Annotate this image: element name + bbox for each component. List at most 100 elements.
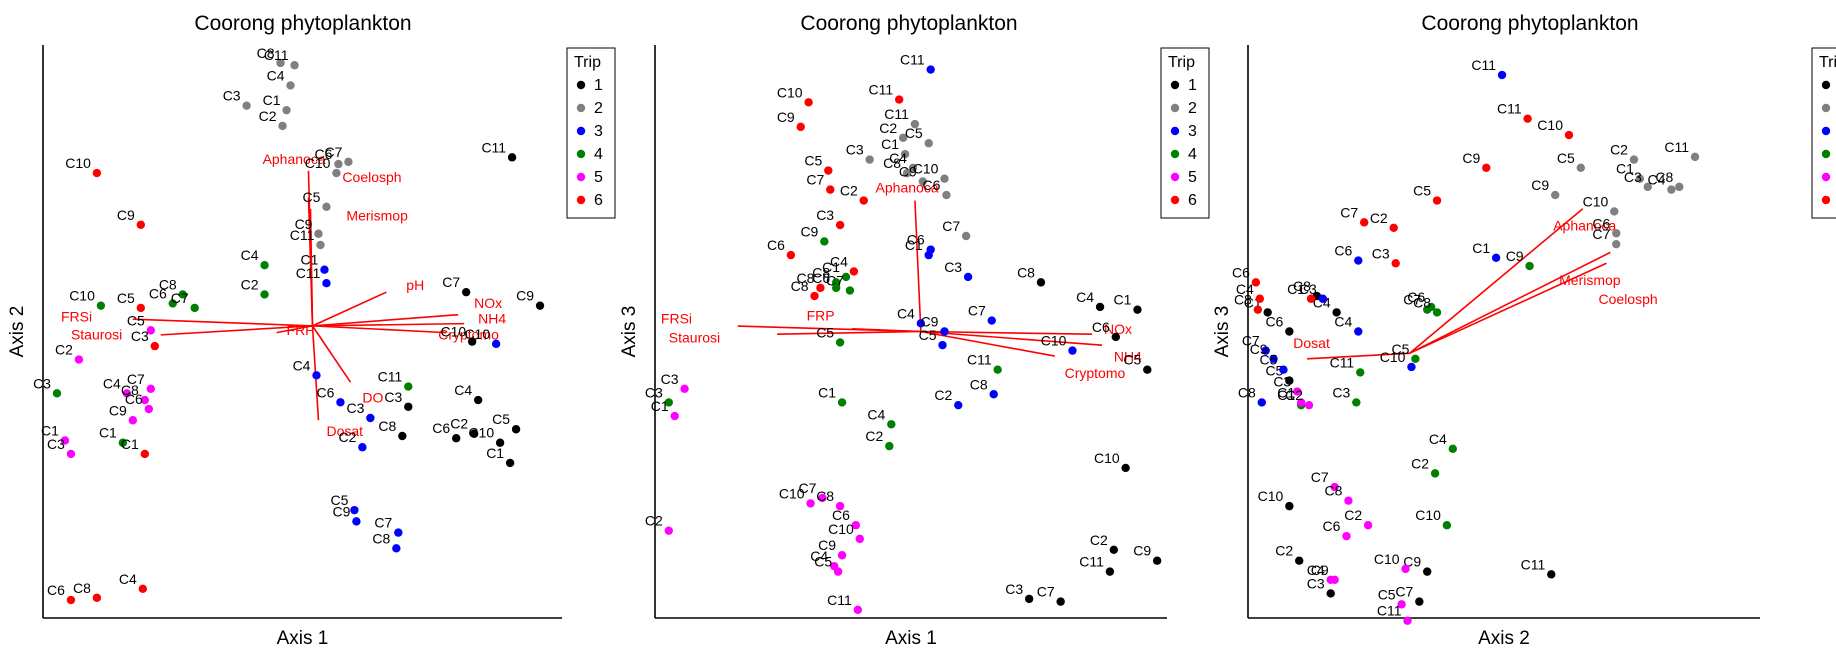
point-label: C8 xyxy=(791,278,809,294)
env-vector-label: FRP xyxy=(807,308,835,324)
point-trip-6 xyxy=(849,267,859,276)
env-vector-label: NOx xyxy=(474,295,502,311)
point-label: C7 xyxy=(1403,292,1421,308)
point-trip-6 xyxy=(92,168,102,178)
point-label: C2 xyxy=(450,416,468,432)
point-label: C11 xyxy=(1664,139,1689,155)
point-trip-6 xyxy=(1251,278,1261,287)
point-label: C3 xyxy=(1307,575,1325,591)
point-label: C4 xyxy=(293,357,311,373)
point-trip-2 xyxy=(902,169,912,178)
point-trip-5 xyxy=(60,436,70,445)
point-label: C8 xyxy=(1017,264,1035,280)
y-axis-label: Axis 2 xyxy=(7,306,28,358)
legend-title: Trip xyxy=(1168,54,1195,71)
point-label: C1 xyxy=(822,259,840,275)
point-label: C5 xyxy=(117,290,135,306)
point-label: C3 xyxy=(346,400,364,416)
point-label: C8 xyxy=(159,276,177,292)
point-label: C1 xyxy=(1114,292,1132,308)
point-trip-2 xyxy=(908,163,918,172)
point-label: C6 xyxy=(1092,319,1110,335)
point-trip-2 xyxy=(1635,174,1645,183)
point-label: C6 xyxy=(1334,243,1352,259)
env-vector-label: NH4 xyxy=(478,311,506,327)
point-label: C4 xyxy=(103,375,121,391)
env-vector-label: Staurosi xyxy=(669,329,720,345)
point-label: C2 xyxy=(865,428,883,444)
legend-swatch xyxy=(576,172,586,182)
point-label: C2 xyxy=(1285,387,1303,403)
legend-swatch xyxy=(1821,103,1831,113)
legend-swatch xyxy=(1821,126,1831,136)
point-trip-4 xyxy=(96,301,106,310)
point-label: C5 xyxy=(1260,352,1278,368)
point-trip-5 xyxy=(1363,521,1373,530)
point-trip-1 xyxy=(1109,545,1119,554)
point-label: C11 xyxy=(290,227,315,243)
env-vector-label: Merismop xyxy=(346,207,408,223)
point-label: C9 xyxy=(1133,543,1151,559)
point-trip-1 xyxy=(1415,597,1424,606)
point-label: C5 xyxy=(303,189,321,205)
point-trip-4 xyxy=(1448,444,1458,454)
point-label: C4 xyxy=(1334,314,1352,330)
env-vector-merismop xyxy=(309,209,314,326)
point-label: C4 xyxy=(267,67,285,83)
point-trip-3 xyxy=(1497,70,1507,80)
point-trip-6 xyxy=(92,593,102,602)
point-trip-2 xyxy=(1675,182,1684,192)
point-trip-6 xyxy=(816,283,825,293)
point-label: C2 xyxy=(1610,142,1628,158)
point-trip-2 xyxy=(286,81,295,90)
point-trip-1 xyxy=(1121,463,1130,473)
point-label: C2 xyxy=(1370,210,1388,226)
point-label: C9 xyxy=(109,402,127,418)
point-label: C9 xyxy=(777,109,795,125)
point-label: C7 xyxy=(1037,584,1055,600)
point-trip-3 xyxy=(312,371,321,380)
point-trip-1 xyxy=(404,402,413,411)
legend: Trip 1 2 3 4 5 6 xyxy=(1160,47,1210,219)
legend-title: Trip xyxy=(1819,54,1836,71)
point-label: C3 xyxy=(384,389,402,405)
point-label: C2 xyxy=(934,387,952,403)
env-vector-label: FRSi xyxy=(61,308,92,324)
point-label: C7 xyxy=(374,515,392,531)
point-trip-3 xyxy=(954,400,963,410)
point-trip-3 xyxy=(350,505,359,515)
point-trip-1 xyxy=(1326,589,1335,598)
x-axis-label: Axis 2 xyxy=(1478,628,1530,649)
point-trip-2 xyxy=(1551,190,1560,200)
point-trip-5 xyxy=(144,404,153,414)
point-trip-6 xyxy=(796,122,805,132)
point-label: C8 xyxy=(1234,292,1252,308)
point-trip-5 xyxy=(1344,496,1353,505)
point-label: C6 xyxy=(767,237,785,253)
point-trip-4 xyxy=(1430,469,1440,478)
point-label: C1 xyxy=(905,237,923,253)
chart-panel-3: Coorong phytoplankton Axis 2 Axis 3 Aphanoc… xyxy=(1212,12,1836,649)
point-label: C5 xyxy=(330,492,348,508)
point-trip-2 xyxy=(918,177,928,186)
point-label: C10 xyxy=(65,155,91,171)
env-vector-label: FRP xyxy=(287,322,315,338)
point-trip-1 xyxy=(1285,327,1294,336)
point-trip-1 xyxy=(1024,594,1034,604)
point-label: C8 xyxy=(372,530,390,546)
env-vector-label: Merismop xyxy=(1559,272,1621,288)
point-label: C2 xyxy=(55,342,73,358)
env-vector-label: Staurosi xyxy=(71,326,122,342)
point-trip-3 xyxy=(1354,327,1363,336)
point-label: C8 xyxy=(257,45,275,61)
point-label: C4 xyxy=(889,150,907,166)
point-trip-5 xyxy=(833,567,843,576)
point-label: C11 xyxy=(378,369,403,385)
point-label: C2 xyxy=(1275,543,1293,559)
point-trip-2 xyxy=(314,229,323,238)
point-label: C10 xyxy=(779,485,805,501)
point-trip-1 xyxy=(1111,332,1121,342)
legend-label: 4 xyxy=(594,146,603,163)
point-label: C10 xyxy=(468,425,494,441)
